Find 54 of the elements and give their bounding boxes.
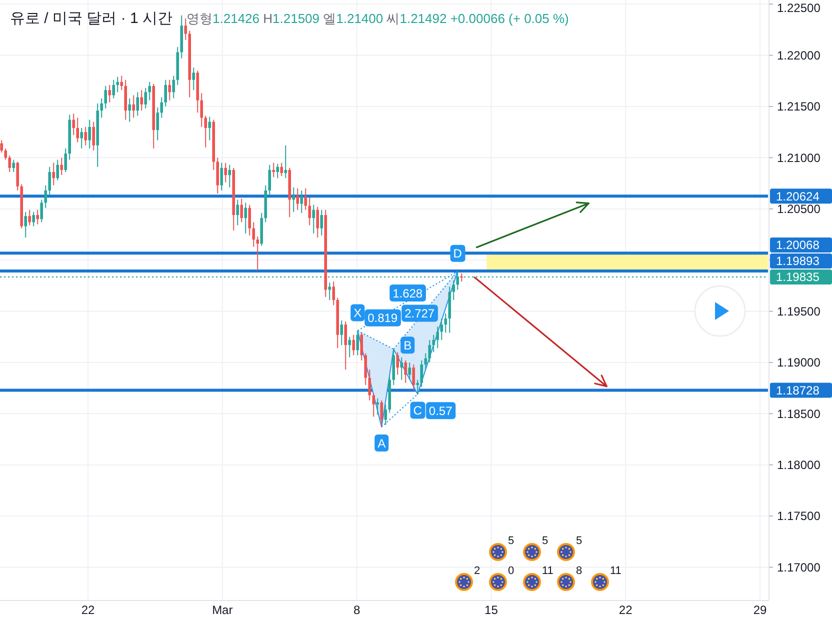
y-tick-label: 1.19500 [777,304,821,318]
text: 영형1.21426 H1.21509 엘1.21400 씨1.21492 +0.00066 (+ 0.05 %) [186,11,569,26]
annotation: 2.727 [404,306,435,321]
annotation: 5 [542,535,548,547]
annotation: 11 [610,565,622,577]
annotation: 2 [474,565,480,577]
annotation: 0.57 [428,404,453,418]
text: 유로 / 미국 달러 · 1 시간 [10,10,173,27]
annotation: A [378,436,386,450]
price-label: 1.18728 [770,382,832,398]
pattern-ratio-label: 0.57 [426,402,456,420]
y-tick-label: 1.22500 [777,1,821,16]
annotation: 5 [508,535,514,547]
price-label: 1.19835 [770,269,832,284]
price-label: 1.19893 [770,253,832,268]
ref-line-label: 1.20068 [776,238,820,252]
ref-line-label: 1.19893 [776,254,820,268]
annotation: D [453,246,462,261]
y-tick-label: 1.20500 [777,202,821,216]
y-tick-label: 1.21000 [777,150,821,165]
pattern-ratio-label: 0.819 [364,309,401,326]
y-tick-label: 1.19000 [777,356,821,370]
ref-line-label: 1.20624 [776,189,820,204]
ref-line-label: 1.18728 [776,384,820,398]
x-tick-label: 22 [618,603,633,617]
x-tick-label: 22 [81,603,95,617]
annotation: 8 [576,565,582,577]
x-tick-label: 15 [484,603,498,617]
pattern-point-label: X [350,304,365,322]
annotation: 0 [508,565,514,577]
pattern-ratio-label: 1.628 [390,284,426,302]
y-tick-label: 1.22000 [777,48,821,62]
annotation: 0.819 [368,311,398,326]
price-label: 1.20068 [770,237,832,252]
annotation: C [413,404,422,418]
annotation: X [354,306,362,320]
x-tick-label: 8 [353,603,360,617]
pattern-point-label: C [410,402,426,419]
annotation: 1.628 [392,286,423,300]
pattern-point-label: A [374,434,389,452]
y-tick-label: 1.17000 [777,560,821,574]
ref-line-label: 1.19835 [776,270,820,284]
x-tick-label: 29 [753,603,767,617]
y-tick-label: 1.17500 [777,509,821,524]
y-tick-label: 1.18000 [777,458,821,472]
pattern-point-label: B [400,336,415,354]
annotation: 11 [542,565,554,577]
y-tick-label: 1.21500 [777,100,821,114]
annotation: 5 [576,535,582,547]
annotation: B [404,338,412,352]
x-tick-label: Mar [212,603,233,617]
y-tick-label: 1.18500 [777,406,821,421]
pattern-ratio-label: 2.727 [402,304,438,322]
price-label: 1.20624 [770,188,832,204]
